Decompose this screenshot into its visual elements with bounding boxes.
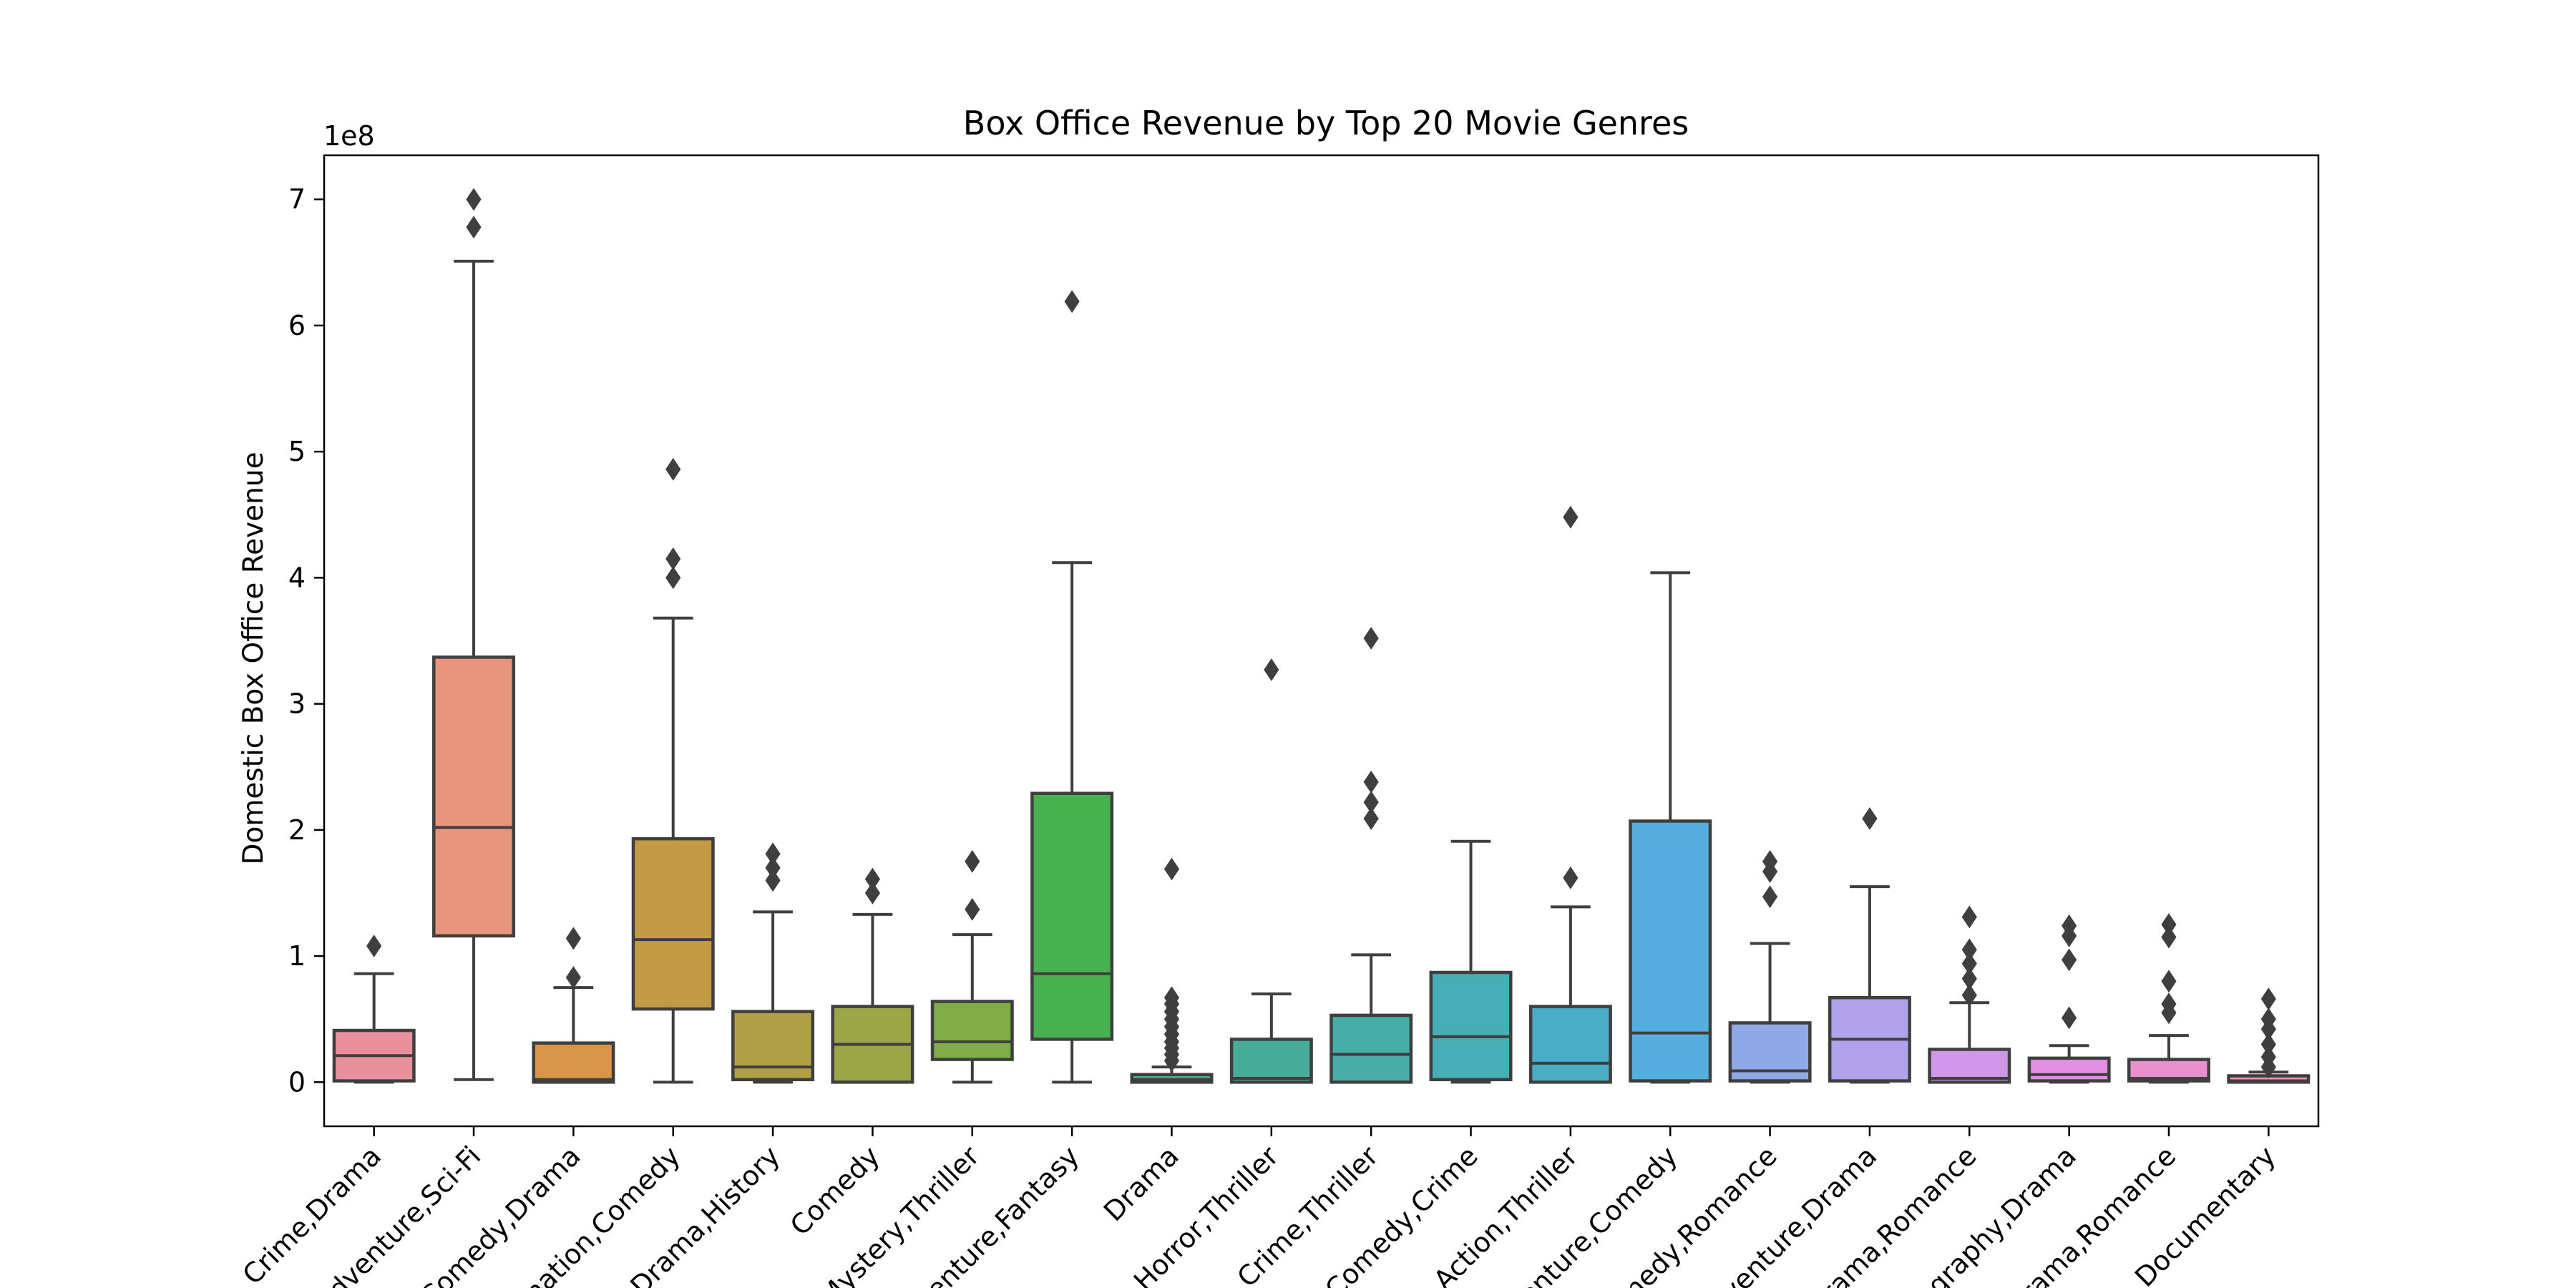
outlier-point [2062,1006,2077,1030]
box-group: Drama [1098,857,1214,1227]
x-tick-label: Drama [1098,1140,1185,1227]
outlier-point [2161,925,2177,949]
outlier-point [864,867,881,891]
outlier-point [1961,938,1977,962]
outlier-point [1363,627,1379,650]
x-tick-label: Comedy [784,1140,886,1241]
box-group: Documentary [2129,987,2311,1288]
box [1330,1013,1413,1084]
box [930,1000,1014,1061]
outlier-point [1961,983,1977,1007]
outlier-point [1363,807,1379,830]
outlier-point [765,856,781,879]
outlier-point [765,842,781,866]
box-group: Adventure,Comedy [1476,571,1712,1288]
y-tick-label: 5 [288,436,306,467]
y-tick-label: 4 [288,562,306,593]
outlier-point [2062,948,2077,972]
outlier-point [1762,885,1778,909]
box [1928,1048,2011,1084]
outlier-point [665,457,681,481]
outlier-point [565,966,581,989]
outlier-point [2260,1033,2276,1056]
outlier-point [1163,857,1180,881]
outlier-point [466,215,482,239]
box [532,1041,615,1084]
outlier-point [1961,905,1977,929]
box [1528,1005,1612,1084]
outlier-point [1762,850,1778,873]
outlier-point [1064,290,1080,313]
plot-frame [323,154,2320,1128]
outlier-point [2260,987,2276,1010]
y-tick-label: 6 [288,310,306,341]
outlier-point [2260,1008,2276,1031]
box [1429,970,1513,1082]
outlier-point [2161,913,2177,936]
box-group: Adventure,Sci-Fi [309,187,516,1288]
outlier-point [2161,992,2177,1015]
box-group: Horror,Thriller [1128,658,1313,1288]
chart-title: Box Office Revenue by Top 20 Movie Genre… [963,104,1689,142]
outlier-point [1862,807,1878,830]
y-tick-label: 3 [288,688,306,720]
outlier-point [665,547,681,570]
outlier-point [965,897,980,921]
y-tick-label: 1 [288,940,306,972]
outlier-point [1563,866,1579,889]
box [631,836,715,1011]
y-tick-label: 7 [288,184,306,215]
outlier-point [366,935,382,957]
outlier-point [565,927,581,950]
outlier-point [765,869,781,892]
outlier-point [1264,658,1279,681]
box [731,1010,815,1082]
outlier-point [1163,986,1180,1010]
box [432,655,516,938]
outlier-point [2161,970,2177,993]
outlier-point [1961,967,1977,990]
box [2027,1056,2111,1083]
outlier-point [965,850,980,873]
y-axis-offset-label: 1e8 [323,120,375,152]
outlier-point [466,187,482,211]
box [1030,791,1114,1041]
outlier-point [864,882,881,904]
outlier-point [665,566,681,590]
outlier-point [1961,952,1977,975]
outlier-point [1563,505,1579,529]
outlier-point [1363,791,1379,814]
box-group: Crime,Thriller [1231,627,1413,1288]
outlier-point [2260,1045,2276,1068]
y-tick-label: 2 [288,814,306,846]
box-group: Adventure,Fantasy [883,290,1114,1288]
y-axis-label: Domestic Box Office Revenue [238,452,270,864]
box [1229,1038,1313,1084]
plot-area: 01234567Crime,DramaAdventure,Sci-FiComed… [237,154,2320,1288]
outlier-point [2062,914,2077,937]
box [1629,819,1712,1083]
y-tick-label: 0 [288,1066,306,1098]
box-group: Animation,Comedy [481,457,715,1288]
outlier-point [1363,770,1379,794]
